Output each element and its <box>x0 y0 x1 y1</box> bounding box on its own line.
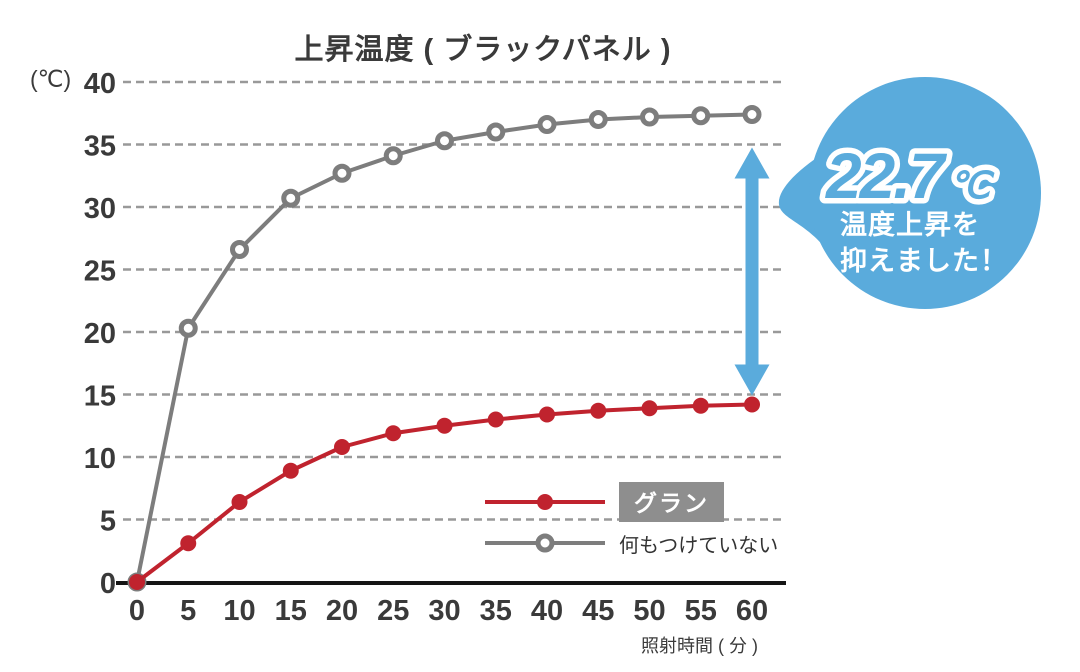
y-tick-label-10: 10 <box>84 443 116 475</box>
data-point-gran-x35 <box>487 411 504 428</box>
data-point-gran-x60 <box>744 396 760 413</box>
data-point-gran-x25 <box>385 425 402 442</box>
legend-label-gran: グラン <box>619 482 724 522</box>
legend-marker-untreated <box>485 533 605 553</box>
data-point-gran-x10 <box>231 494 248 510</box>
x-axis-title: 照射時間 ( 分 ) <box>641 636 758 656</box>
y-tick-label-30: 30 <box>84 193 116 225</box>
data-point-gran-x55 <box>692 397 709 414</box>
data-point-gran-x40 <box>539 406 555 423</box>
legend-label-untreated: 何もつけていない <box>619 534 779 557</box>
y-axis-unit-label: (℃) <box>30 66 72 92</box>
x-tick-label-50: 50 <box>633 595 665 627</box>
y-tick-label-40: 40 <box>84 68 116 100</box>
x-tick-label-45: 45 <box>582 595 614 627</box>
legend-marker-gran <box>485 494 605 510</box>
x-tick-label-25: 25 <box>377 595 409 627</box>
bubble-body <box>809 77 1041 309</box>
data-point-gran-x45 <box>590 402 607 419</box>
data-point-untreated-x55 <box>691 106 711 126</box>
x-tick-label-40: 40 <box>531 595 563 627</box>
data-point-gran-x0 <box>129 574 145 590</box>
data-point-untreated-x50 <box>640 107 659 127</box>
y-tick-label-25: 25 <box>84 256 116 288</box>
data-point-gran-x50 <box>641 400 658 417</box>
data-point-untreated-x25 <box>383 146 403 166</box>
data-point-untreated-x30 <box>435 131 454 151</box>
callout-line1: 温度上昇を <box>840 209 980 240</box>
x-tick-label-55: 55 <box>685 595 717 627</box>
x-tick-label-30: 30 <box>428 595 460 627</box>
data-point-untreated-x45 <box>588 110 608 129</box>
data-point-untreated-x35 <box>486 122 506 142</box>
legend-item-gran: グラン <box>483 482 778 522</box>
y-tick-label-20: 20 <box>84 318 116 350</box>
data-point-untreated-x60 <box>742 105 762 124</box>
data-point-untreated-x20 <box>332 163 352 183</box>
data-point-untreated-x40 <box>537 115 557 134</box>
x-tick-label-0: 0 <box>129 595 145 627</box>
x-tick-label-20: 20 <box>326 595 358 627</box>
callout-bubble: 22.7 ℃ 温度上昇を 抑えました！ <box>778 77 1041 309</box>
callout-line2: 抑えました！ <box>840 246 1008 276</box>
x-tick-label-60: 60 <box>736 595 768 627</box>
data-point-untreated-x15 <box>281 188 301 208</box>
x-tick-label-10: 10 <box>223 595 255 627</box>
difference-arrow <box>734 147 770 396</box>
chart-title: 上昇温度 ( ブラックパネル ) <box>294 34 672 66</box>
y-tick-label-35: 35 <box>84 131 116 163</box>
data-point-untreated-x5 <box>178 318 198 338</box>
data-point-gran-x5 <box>180 535 197 552</box>
x-tick-label-15: 15 <box>275 595 307 627</box>
data-point-gran-x20 <box>334 439 350 455</box>
y-tick-label-5: 5 <box>100 506 116 538</box>
data-point-untreated-x10 <box>230 240 249 259</box>
x-tick-label-5: 5 <box>180 595 196 627</box>
data-point-gran-x30 <box>436 417 453 434</box>
legend: グラン 何もつけていない <box>483 482 778 560</box>
y-tick-label-15: 15 <box>84 381 116 413</box>
y-tick-label-0: 0 <box>100 568 116 600</box>
legend-item-untreated: 何もつけていない <box>483 526 778 560</box>
callout-value: 22.7 ℃ <box>825 140 995 212</box>
x-tick-label-35: 35 <box>480 595 512 627</box>
data-point-gran-x15 <box>282 462 299 479</box>
